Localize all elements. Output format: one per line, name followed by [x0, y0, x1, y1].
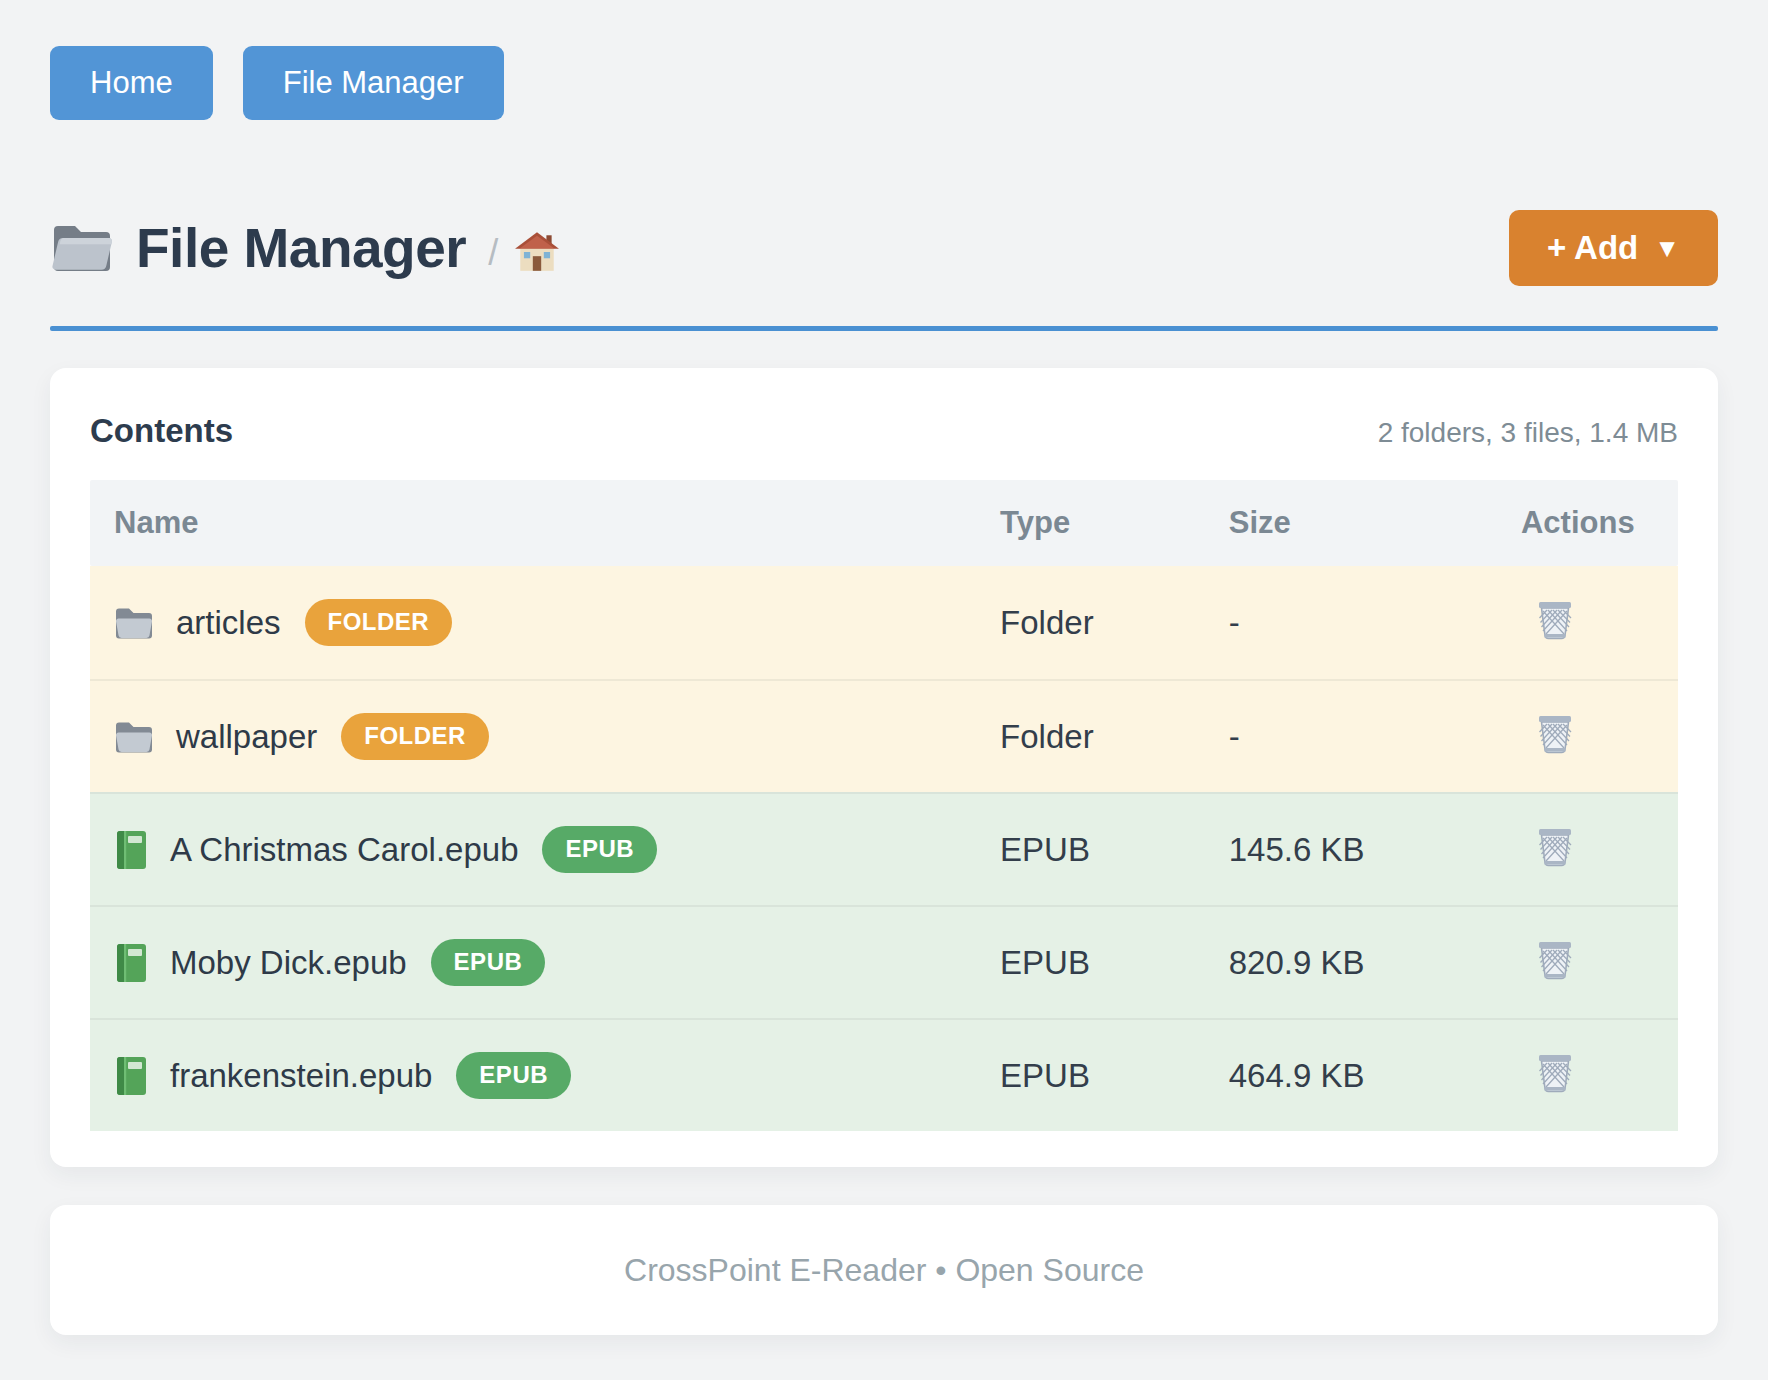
title-group: File Manager /	[50, 216, 560, 280]
footer: CrossPoint E-Reader • Open Source	[50, 1205, 1718, 1335]
column-header-size: Size	[1205, 505, 1497, 541]
contents-heading: Contents	[90, 412, 233, 450]
footer-text: CrossPoint E-Reader • Open Source	[624, 1252, 1144, 1289]
size-value: -	[1205, 718, 1497, 756]
size-value: 464.9 KB	[1205, 1057, 1497, 1095]
folder-name-link[interactable]: wallpaper	[176, 718, 317, 756]
epub-badge: EPUB	[431, 939, 546, 986]
size-value: -	[1205, 604, 1497, 642]
book-icon	[114, 1056, 148, 1096]
type-value: Folder	[976, 604, 1205, 642]
size-value: 145.6 KB	[1205, 831, 1497, 869]
wastebasket-icon	[1537, 1051, 1573, 1093]
file-name-link[interactable]: Moby Dick.epub	[170, 944, 407, 982]
folder-name-link[interactable]: articles	[176, 604, 281, 642]
folder-badge: FOLDER	[305, 599, 453, 646]
add-button[interactable]: + Add ▼	[1509, 210, 1718, 286]
wastebasket-icon	[1537, 712, 1573, 754]
wastebasket-icon	[1537, 938, 1573, 980]
table-row: Moby Dick.epub EPUB EPUB 820.9 KB	[90, 905, 1678, 1018]
breadcrumb-separator: /	[488, 232, 498, 274]
file-name-link[interactable]: A Christmas Carol.epub	[170, 831, 518, 869]
table-row: wallpaper FOLDER Folder -	[90, 679, 1678, 792]
top-navigation: Home File Manager	[50, 46, 1718, 120]
book-icon	[114, 830, 148, 870]
add-button-label: + Add	[1547, 229, 1638, 267]
delete-button[interactable]	[1537, 1051, 1573, 1093]
table-row: A Christmas Carol.epub EPUB EPUB 145.6 K…	[90, 792, 1678, 905]
file-table: Name Type Size Actions articles FOLDER F…	[90, 480, 1678, 1131]
delete-button[interactable]	[1537, 825, 1573, 867]
contents-summary: 2 folders, 3 files, 1.4 MB	[1378, 417, 1678, 449]
epub-badge: EPUB	[456, 1052, 571, 1099]
wastebasket-icon	[1537, 825, 1573, 867]
size-value: 820.9 KB	[1205, 944, 1497, 982]
delete-button[interactable]	[1537, 938, 1573, 980]
type-value: EPUB	[976, 944, 1205, 982]
house-icon[interactable]	[514, 231, 560, 273]
folder-badge: FOLDER	[341, 713, 489, 760]
table-header-row: Name Type Size Actions	[90, 480, 1678, 566]
page: Home File Manager File Manager / + Add	[0, 0, 1768, 1335]
file-manager-nav-button[interactable]: File Manager	[243, 46, 504, 120]
epub-badge: EPUB	[542, 826, 657, 873]
column-header-type: Type	[976, 505, 1205, 541]
table-row: frankenstein.epub EPUB EPUB 464.9 KB	[90, 1018, 1678, 1131]
table-row: articles FOLDER Folder -	[90, 566, 1678, 679]
chevron-down-icon: ▼	[1654, 233, 1680, 264]
header-divider	[50, 326, 1718, 331]
type-value: EPUB	[976, 831, 1205, 869]
delete-button[interactable]	[1537, 598, 1573, 640]
type-value: Folder	[976, 718, 1205, 756]
book-icon	[114, 943, 148, 983]
column-header-name: Name	[90, 505, 976, 541]
file-name-link[interactable]: frankenstein.epub	[170, 1057, 432, 1095]
type-value: EPUB	[976, 1057, 1205, 1095]
page-header: File Manager / + Add ▼	[50, 210, 1718, 286]
card-header: Contents 2 folders, 3 files, 1.4 MB	[90, 412, 1678, 450]
contents-card: Contents 2 folders, 3 files, 1.4 MB Name…	[50, 368, 1718, 1167]
column-header-actions: Actions	[1497, 505, 1678, 541]
wastebasket-icon	[1537, 598, 1573, 640]
folder-icon	[114, 605, 154, 641]
folder-icon	[114, 719, 154, 755]
page-title: File Manager	[136, 216, 466, 280]
home-nav-button[interactable]: Home	[50, 46, 213, 120]
delete-button[interactable]	[1537, 712, 1573, 754]
open-folder-icon	[50, 221, 114, 275]
